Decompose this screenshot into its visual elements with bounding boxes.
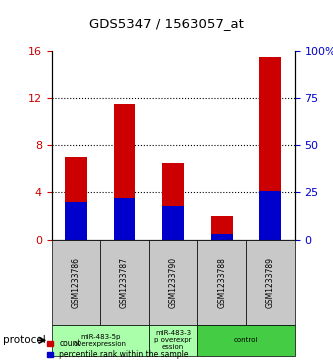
Text: control: control [234, 337, 258, 343]
Bar [211, 216, 233, 240]
Bar [211, 234, 233, 240]
Text: miR-483-5p
overexpression: miR-483-5p overexpression [74, 334, 127, 347]
Text: GSM1233787: GSM1233787 [120, 257, 129, 308]
Text: miR-483-3
p overexpr
ession: miR-483-3 p overexpr ession [155, 330, 192, 350]
Bar [114, 198, 136, 240]
Text: GSM1233786: GSM1233786 [71, 257, 81, 308]
Text: protocol: protocol [3, 335, 46, 345]
Bar [114, 104, 136, 240]
Bar [162, 163, 184, 240]
Legend: count, percentile rank within the sample: count, percentile rank within the sample [47, 339, 189, 359]
Text: GSM1233790: GSM1233790 [168, 257, 178, 308]
Text: GSM1233788: GSM1233788 [217, 257, 226, 308]
Bar [65, 157, 87, 240]
Text: GSM1233789: GSM1233789 [266, 257, 275, 308]
Bar [259, 57, 281, 240]
Bar [65, 202, 87, 240]
Text: GDS5347 / 1563057_at: GDS5347 / 1563057_at [89, 17, 244, 30]
Bar [162, 205, 184, 240]
Bar [259, 191, 281, 240]
